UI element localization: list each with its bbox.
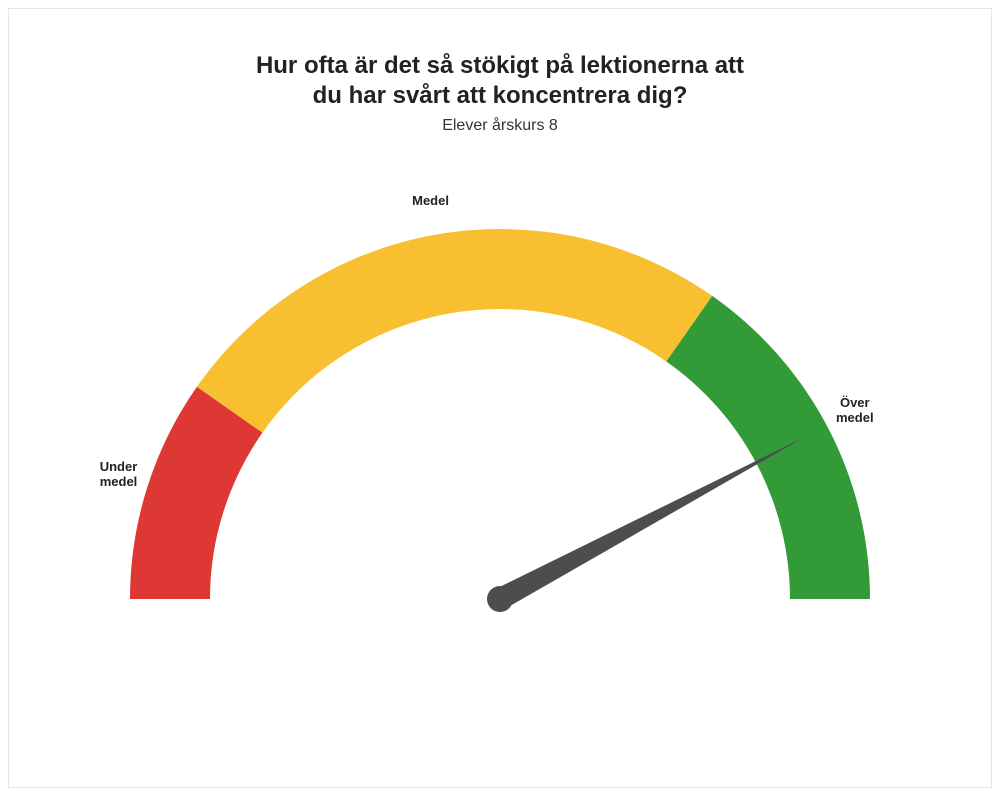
- gauge-needle: [495, 437, 805, 609]
- gauge-segment-label-2: Övermedel: [836, 395, 874, 425]
- chart-card: Hur ofta är det så stökigt på lektionern…: [8, 8, 992, 788]
- gauge-container: Undermedel Medel Övermedel: [9, 169, 991, 689]
- gauge-segment-1: [197, 229, 712, 433]
- gauge-segment-label-0: Undermedel: [100, 459, 138, 489]
- gauge-segment-2: [666, 296, 870, 599]
- chart-subtitle: Elever årskurs 8: [9, 117, 991, 135]
- chart-title: Hur ofta är det så stökigt på lektionern…: [9, 9, 991, 111]
- gauge-segment-label-1: Medel: [412, 193, 449, 208]
- gauge-chart: Undermedel Medel Övermedel: [70, 169, 930, 689]
- gauge-pivot: [487, 586, 513, 612]
